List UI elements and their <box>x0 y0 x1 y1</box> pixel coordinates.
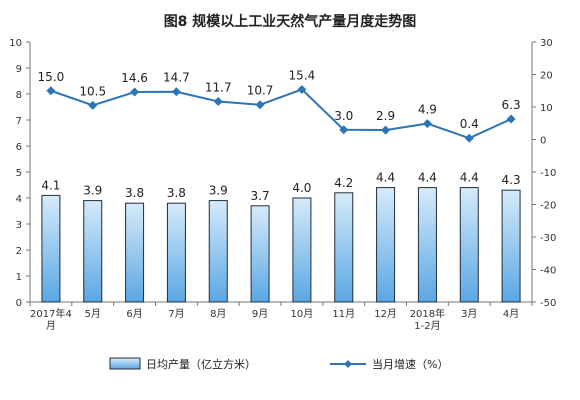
x-tick-label: 9月 <box>252 308 268 320</box>
line-series <box>46 84 516 143</box>
line-point <box>130 87 140 97</box>
right-tick-label: 20 <box>540 71 553 82</box>
left-tick-label: 2 <box>16 246 22 257</box>
bar-data-label: 3.8 <box>167 186 186 200</box>
line-point <box>213 96 223 106</box>
right-tick-label: 0 <box>540 136 546 147</box>
right-tick-label: -10 <box>540 168 556 179</box>
data-labels: 4.1 3.9 3.8 3.8 3.9 3.7 4.0 4.2 4.4 4.4 4.4 4.3 15.0… <box>38 68 521 202</box>
left-tick-label: 9 <box>16 64 22 75</box>
legend-bar-label: 日均产量（亿立方米） <box>146 357 256 371</box>
left-tick-label: 4 <box>16 194 22 205</box>
right-tick-label: -20 <box>540 201 556 212</box>
bar <box>83 200 103 303</box>
line-point <box>422 119 432 129</box>
left-tick-label: 7 <box>16 116 22 127</box>
x-tick-label: 4月 <box>503 308 519 320</box>
x-tick-label: 7月 <box>168 308 184 320</box>
line-data-label: 15.0 <box>38 70 65 84</box>
line-data-label: 3.0 <box>334 109 353 123</box>
bar-data-label: 3.9 <box>209 184 228 198</box>
line-data-label: 15.4 <box>289 68 316 82</box>
bar <box>376 187 396 303</box>
bar <box>292 197 312 303</box>
chart-title: 图8 规模以上工业天然气产量月度走势图 <box>164 13 417 30</box>
line-data-label: 10.5 <box>79 84 106 98</box>
x-tick-label: 6月 <box>126 308 142 320</box>
x-tick-label: 10月 <box>291 308 314 320</box>
right-tick-label: -30 <box>540 233 556 244</box>
bar-data-label: 4.3 <box>502 173 521 187</box>
bar-data-label: 3.9 <box>83 184 102 198</box>
line-point <box>381 125 391 135</box>
left-tick-label: 5 <box>16 168 22 179</box>
x-tick-label: 月 <box>46 320 56 332</box>
bar <box>459 187 479 303</box>
bar <box>208 200 228 303</box>
x-tick-label: 12月 <box>374 308 397 320</box>
legend-line-marker <box>344 360 352 368</box>
bar <box>41 194 61 303</box>
bar <box>417 187 437 303</box>
bar-data-label: 4.4 <box>460 171 479 185</box>
legend-line-label: 当月增速（%） <box>372 357 448 371</box>
legend-bar-swatch <box>109 357 141 370</box>
left-tick-label: 1 <box>16 272 22 283</box>
left-tick-label: 8 <box>16 90 22 101</box>
line-point <box>339 125 349 135</box>
line-data-label: 0.4 <box>460 117 479 131</box>
left-tick-label: 6 <box>16 142 22 153</box>
right-tick-label: -40 <box>540 266 556 277</box>
left-tick-label: 3 <box>16 220 22 231</box>
line-data-label: 6.3 <box>502 98 521 112</box>
x-tick-label: 8月 <box>210 308 226 320</box>
bar-data-label: 4.1 <box>41 178 60 192</box>
bar-data-label: 4.0 <box>292 181 311 195</box>
line-data-label: 14.7 <box>163 71 190 85</box>
line-data-label: 14.6 <box>121 71 148 85</box>
x-tick-label: 1-2月 <box>414 320 440 332</box>
bar-data-label: 4.2 <box>334 176 353 190</box>
legend: 日均产量（亿立方米） 当月增速（%） <box>109 357 448 371</box>
left-tick-label: 0 <box>16 298 22 309</box>
x-tick-label: 2018年 <box>410 307 445 320</box>
line-data-label: 2.9 <box>376 109 395 123</box>
line-point <box>88 100 98 110</box>
right-tick-label: -50 <box>540 298 556 309</box>
x-tick-label: 3月 <box>461 308 477 320</box>
axes: 0 1 2 3 4 5 6 7 8 9 10 -50 -40 -30 -20 -10 0 10 20 30 2017年4… <box>9 38 556 332</box>
bar <box>250 205 270 303</box>
bar-data-label: 4.4 <box>418 171 437 185</box>
x-tick-label: 11月 <box>332 308 355 320</box>
line-data-label: 10.7 <box>247 84 274 98</box>
line-data-label: 11.7 <box>205 80 232 94</box>
right-tick-label: 30 <box>540 38 553 49</box>
line-data-label: 4.9 <box>418 103 437 117</box>
bar-data-label: 3.7 <box>251 189 270 203</box>
right-tick-label: 10 <box>540 103 553 114</box>
line-point <box>171 87 181 97</box>
line-point <box>255 100 265 110</box>
series-line <box>50 88 512 140</box>
bar-data-label: 4.4 <box>376 171 395 185</box>
line-point <box>464 133 474 143</box>
bar <box>501 189 521 303</box>
bar-series <box>41 187 521 303</box>
bar <box>166 202 186 303</box>
line-point <box>46 86 56 96</box>
bar <box>334 192 354 303</box>
left-tick-label: 10 <box>9 38 22 49</box>
bar <box>125 202 145 303</box>
x-tick-label: 2017年4 <box>30 307 72 320</box>
x-tick-label: 5月 <box>85 308 101 320</box>
line-point <box>297 84 307 94</box>
bar-data-label: 3.8 <box>125 186 144 200</box>
line-point <box>506 114 516 124</box>
